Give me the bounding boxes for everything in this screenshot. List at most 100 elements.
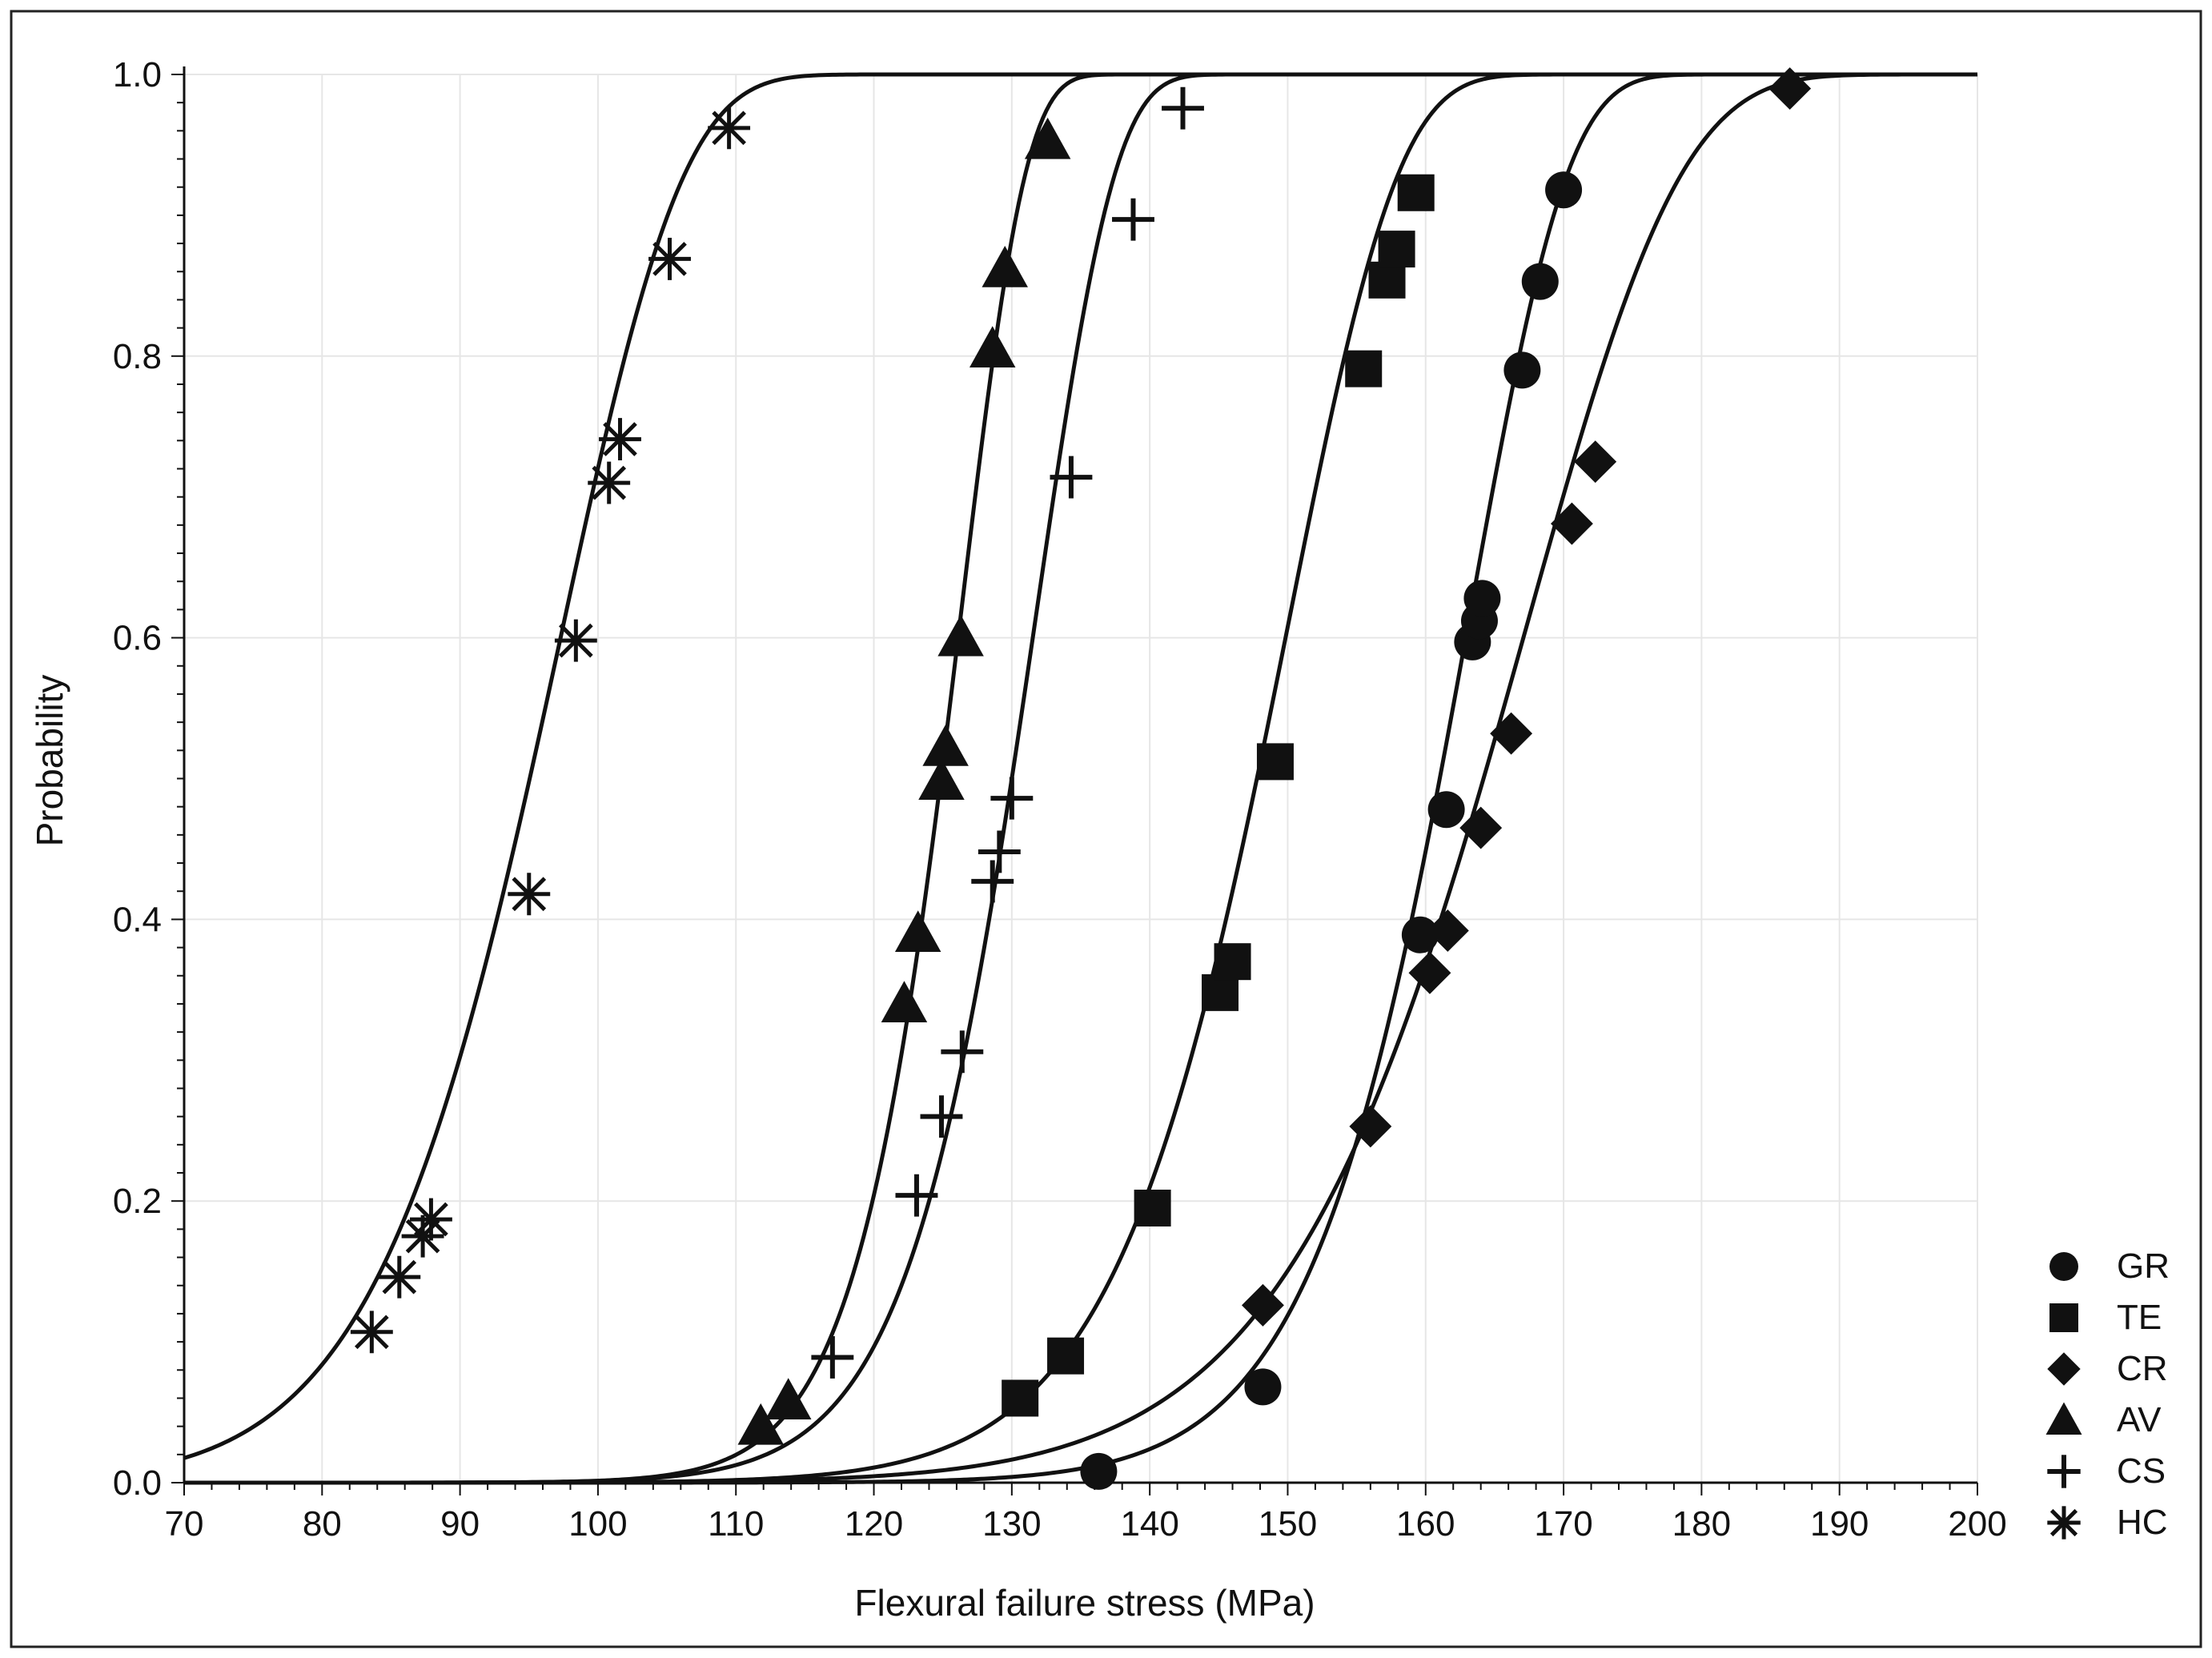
y-tick-label: 0.2 [113,1182,162,1221]
point-hc [708,106,751,150]
legend-label: TE [2117,1298,2162,1337]
point-te [1256,743,1294,781]
point-hc [401,1214,444,1258]
grid-lines [183,74,1978,1483]
point-cs [1162,86,1204,130]
point-cs [978,830,1021,873]
curve-cs [184,72,1977,1485]
point-cr [1490,712,1533,755]
point-cr [1408,951,1451,994]
legend-item-cs: CS [2047,1451,2166,1491]
point-av [1024,117,1071,159]
point-gr [1401,916,1439,953]
legend-marker-hc [2047,1506,2081,1540]
point-te [1397,174,1435,211]
legend-marker-cs [2047,1455,2081,1488]
point-hc [648,237,691,280]
point-hc [588,461,631,504]
point-te [1345,350,1383,387]
point-cs [895,1174,938,1217]
x-tick-label: 110 [708,1504,764,1544]
x-tick-label: 180 [1672,1504,1731,1544]
point-te [1047,1337,1085,1375]
y-tick-label: 0.8 [113,337,162,376]
y-tick-label: 0.6 [113,619,162,658]
point-cs [811,1335,854,1379]
point-av [982,245,1028,287]
x-tick-label: 190 [1810,1504,1869,1544]
legend: GR TE CR AV CS HC [2045,1247,2170,1542]
point-te [1202,974,1239,1011]
point-te [1002,1379,1039,1417]
legend-item-cr: CR [2047,1349,2168,1388]
point-cr [1768,67,1812,110]
x-tick-label: 90 [440,1504,480,1544]
x-tick-label: 150 [1259,1504,1317,1544]
point-cr [1426,909,1469,952]
point-av [881,981,928,1022]
legend-marker-te [2049,1303,2078,1332]
point-av [937,614,984,656]
x-tick-label: 170 [1534,1504,1592,1544]
data-markers [350,67,1812,1490]
point-cr [1574,440,1617,484]
point-hc [350,1311,393,1354]
point-gr [1463,580,1501,617]
x-tick-label: 100 [568,1504,627,1544]
legend-label: GR [2117,1247,2170,1286]
point-av [922,725,969,766]
legend-marker-cr [2047,1352,2081,1386]
y-tick-label: 1.0 [113,55,162,94]
x-tick-label: 160 [1396,1504,1455,1544]
curve-av [184,72,1977,1485]
curve-te [184,72,1977,1485]
x-tick-label: 130 [982,1504,1041,1544]
y-tick-label: 0.4 [113,900,162,939]
point-te [1368,261,1406,299]
legend-item-te: TE [2049,1298,2162,1337]
point-gr [1521,263,1559,300]
legend-label: CS [2117,1451,2166,1491]
x-tick-label: 70 [165,1504,204,1544]
point-av [918,758,965,801]
point-te [1378,231,1415,268]
point-te [1134,1189,1171,1226]
y-axis-title: Probability [29,675,70,847]
point-gr [1244,1368,1282,1406]
legend-item-hc: HC [2047,1503,2168,1542]
point-hc [378,1255,421,1299]
point-cr [1349,1105,1392,1148]
point-cs [920,1095,963,1138]
point-hc [409,1198,452,1241]
point-av [737,1403,784,1445]
legend-marker-av [2045,1402,2082,1435]
point-cs [990,777,1034,820]
fitted-curves [183,72,1977,1485]
legend-label: CR [2117,1349,2168,1388]
point-gr [1503,351,1541,389]
point-cr [1550,502,1593,545]
point-av [894,910,941,952]
curve-cr [184,72,1977,1485]
axes: 70 80 90 100 110 120 130 140 150 160 170 180 190 200 0… [113,55,2007,1544]
x-tick-label: 80 [303,1504,342,1544]
point-gr [1080,1452,1118,1490]
legend-item-gr: GR [2049,1247,2170,1286]
point-hc [508,873,551,916]
legend-label: AV [2117,1400,2162,1439]
legend-label: HC [2117,1503,2168,1542]
curve-gr [184,72,1977,1485]
point-cs [1050,456,1093,499]
point-cr [1241,1283,1284,1327]
point-cs [1112,198,1154,241]
point-gr [1427,791,1465,829]
x-tick-label: 200 [1948,1504,2006,1544]
figure-border [10,10,2202,1648]
point-cs [971,860,1014,903]
curve-hc [183,72,1977,1460]
point-hc [599,418,641,461]
point-te [1214,943,1251,981]
x-tick-label: 140 [1120,1504,1178,1544]
